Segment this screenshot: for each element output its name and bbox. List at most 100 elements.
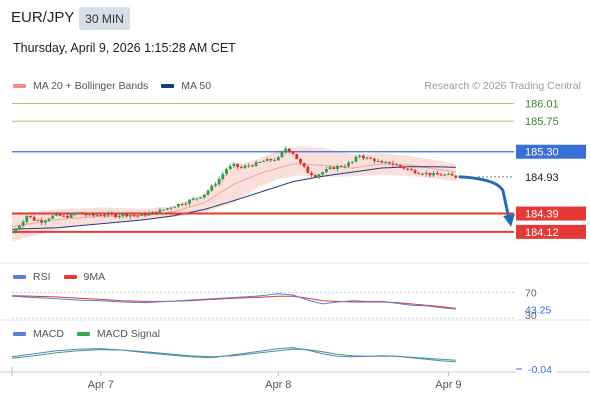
candle-body: [169, 207, 173, 209]
candle-body: [295, 153, 299, 160]
rsi-9ma-line: [11, 295, 456, 309]
candle-body: [25, 215, 29, 222]
legend-item-macd-signal: MACD Signal: [76, 328, 160, 340]
candle-body: [84, 214, 88, 216]
macd-legend: MACD MACD Signal: [13, 328, 173, 340]
legend-item-ma50: MA 50: [161, 80, 211, 92]
ma20-line: [11, 163, 456, 227]
candle-body: [117, 215, 121, 218]
candle-body: [158, 209, 162, 214]
level-label-184-93: 184.93: [525, 172, 559, 184]
candle-body: [54, 213, 58, 216]
candle-body: [421, 173, 424, 175]
macd-current-value: -0.04: [528, 364, 552, 376]
candle-body: [184, 203, 188, 205]
main-legend: MA 20 + Bollinger Bands MA 50: [13, 80, 224, 92]
legend-item-9ma: 9MA: [63, 271, 106, 283]
level-tag-184-93: [515, 169, 587, 185]
ma50-line: [11, 166, 456, 230]
candle-body: [236, 163, 240, 167]
candle-body: [114, 214, 117, 218]
legend-item-ma20: MA 20 + Bollinger Bands: [13, 80, 148, 92]
candle-body: [443, 174, 447, 176]
candle-body: [110, 213, 114, 215]
candle-body: [387, 161, 391, 164]
candle-body: [365, 157, 369, 159]
candle-body: [210, 185, 214, 191]
candle-body: [191, 198, 195, 200]
rsi-tick-70: 70: [525, 287, 537, 299]
candle-body: [121, 213, 125, 216]
candle-body: [232, 163, 236, 167]
candle-body: [435, 173, 439, 175]
candle-body: [103, 215, 106, 217]
candle-body: [347, 162, 350, 167]
legend-label-9ma: 9MA: [83, 271, 106, 283]
candle-body: [395, 164, 399, 166]
candle-body: [406, 168, 410, 170]
candle-body: [302, 163, 306, 167]
candle-body: [269, 158, 273, 161]
candle-body: [239, 166, 243, 168]
forecast-arrowhead-icon: [503, 213, 515, 227]
candle-body: [202, 194, 206, 198]
macd-line: [11, 347, 456, 363]
level-label-184-12: 184.12: [525, 227, 559, 239]
x-tick-label: Apr 7: [88, 379, 114, 391]
candle-body: [454, 175, 458, 178]
level-label-185-75: 185.75: [525, 116, 559, 128]
macd-swatch-icon: [13, 332, 26, 336]
level-tag-184-12: [516, 224, 586, 239]
level-tag-184-39: [516, 206, 586, 221]
candle-body: [287, 148, 291, 153]
candle-body: [343, 166, 347, 168]
candle-body: [332, 167, 336, 170]
candle-body: [106, 213, 110, 216]
level-tag-185-30: [516, 144, 586, 159]
candle-body: [350, 161, 354, 163]
timeframe-button[interactable]: 30 MIN: [79, 7, 130, 30]
candle-body: [391, 163, 395, 165]
candle-body: [225, 168, 228, 174]
candle-body: [188, 199, 191, 204]
candle-body: [317, 174, 321, 178]
candle-body: [250, 165, 254, 167]
candle-body: [125, 213, 129, 217]
candle-body: [154, 211, 158, 214]
candle-body: [339, 165, 343, 167]
candle-body: [143, 213, 147, 216]
rsi-swatch-icon: [13, 275, 26, 279]
legend-item-macd: MACD: [13, 328, 64, 340]
candle-body: [380, 161, 384, 163]
candle-body: [95, 215, 99, 217]
candle-body: [43, 220, 47, 223]
candle-body: [128, 215, 132, 217]
ma50-swatch-icon: [161, 84, 175, 88]
candle-body: [99, 215, 103, 217]
legend-label-macd-signal: MACD Signal: [96, 328, 160, 340]
candle-body: [14, 229, 18, 234]
candle-body: [258, 161, 262, 163]
candle-body: [32, 217, 36, 221]
candle-body: [428, 172, 432, 176]
candle-body: [424, 172, 428, 175]
candle-body: [62, 215, 66, 217]
x-tick-label: Apr 8: [265, 379, 291, 391]
candle-body: [21, 221, 25, 226]
rsi-tick-30: 30: [525, 310, 537, 322]
candle-body: [328, 167, 332, 170]
candle-body: [247, 165, 251, 167]
macd-value-tag: [516, 363, 556, 375]
ma20-swatch-icon: [13, 84, 26, 88]
x-tick-label: Apr 9: [435, 379, 461, 391]
candle-body: [291, 152, 295, 154]
legend-label-ma20: MA 20 + Bollinger Bands: [33, 80, 149, 92]
candle-body: [47, 218, 51, 221]
candle-body: [410, 169, 413, 171]
candle-body: [140, 213, 143, 216]
symbol-title: EUR/JPY: [11, 9, 75, 26]
rsi-legend: RSI 9MA: [13, 271, 118, 283]
candle-body: [199, 197, 203, 199]
candle-body: [214, 184, 217, 186]
